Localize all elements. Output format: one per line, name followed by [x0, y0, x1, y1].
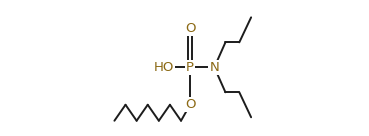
Text: HO: HO: [154, 61, 174, 74]
Text: N: N: [210, 61, 219, 74]
Text: O: O: [185, 22, 195, 35]
Text: P: P: [186, 61, 194, 74]
Text: O: O: [185, 98, 195, 111]
